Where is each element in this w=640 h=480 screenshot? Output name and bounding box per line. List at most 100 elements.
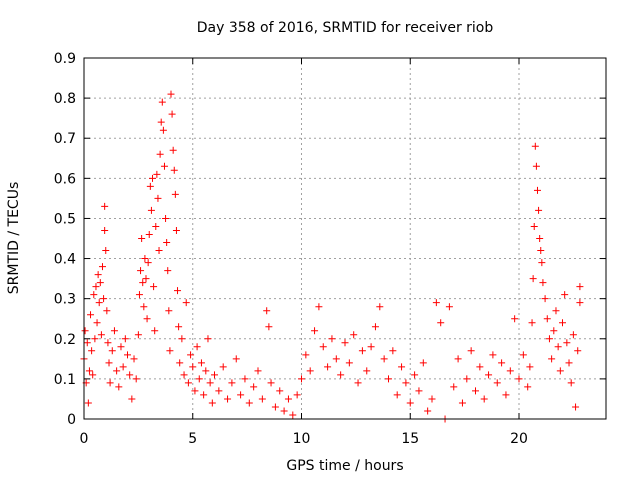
data-point xyxy=(315,303,323,311)
data-point xyxy=(132,375,140,383)
data-point xyxy=(398,363,406,371)
data-point xyxy=(143,315,151,323)
grid-lines xyxy=(84,58,606,419)
data-point xyxy=(113,367,121,375)
data-point xyxy=(511,315,519,323)
data-point xyxy=(276,387,284,395)
data-point xyxy=(134,331,142,339)
data-point xyxy=(467,347,475,355)
data-point xyxy=(363,367,371,375)
data-point xyxy=(258,395,266,403)
data-point xyxy=(158,98,166,106)
data-point xyxy=(142,275,150,283)
data-point xyxy=(145,230,153,238)
data-point xyxy=(532,162,540,170)
data-point xyxy=(437,319,445,327)
data-point xyxy=(428,395,436,403)
data-point xyxy=(543,315,551,323)
data-point xyxy=(154,194,162,202)
data-point xyxy=(526,363,534,371)
data-point xyxy=(232,355,240,363)
data-point xyxy=(541,295,549,303)
data-point xyxy=(476,363,484,371)
data-point xyxy=(94,271,102,279)
y-tick-label: 0.2 xyxy=(54,332,76,348)
data-point xyxy=(202,367,210,375)
data-point xyxy=(531,142,539,150)
data-points xyxy=(80,90,584,423)
chart-title: Day 358 of 2016, SRMTID for receiver rio… xyxy=(197,20,494,36)
data-point xyxy=(530,222,538,230)
x-tick-label: 0 xyxy=(80,431,89,447)
data-point xyxy=(515,375,523,383)
data-point xyxy=(182,299,190,307)
data-point xyxy=(367,343,375,351)
y-tick-label: 0.1 xyxy=(54,372,76,388)
data-point xyxy=(96,279,104,287)
data-point xyxy=(574,347,582,355)
data-point xyxy=(554,343,562,351)
y-tick-label: 0.3 xyxy=(54,292,76,308)
data-point xyxy=(83,339,91,347)
data-point xyxy=(371,323,379,331)
data-point xyxy=(121,335,129,343)
data-point xyxy=(130,355,138,363)
data-point xyxy=(119,363,127,371)
data-point xyxy=(95,299,103,307)
data-point xyxy=(354,379,362,387)
data-point xyxy=(493,379,501,387)
data-point xyxy=(224,395,232,403)
data-point xyxy=(306,367,314,375)
data-point xyxy=(126,371,134,379)
data-point xyxy=(332,355,340,363)
data-point xyxy=(93,319,101,327)
data-point xyxy=(432,299,440,307)
data-point xyxy=(104,339,112,347)
data-point xyxy=(402,379,410,387)
data-point xyxy=(506,367,514,375)
data-point xyxy=(548,355,556,363)
data-point xyxy=(144,259,152,267)
data-point xyxy=(454,355,462,363)
data-point xyxy=(102,247,110,255)
data-point xyxy=(528,319,536,327)
data-point xyxy=(561,291,569,299)
data-point xyxy=(524,383,532,391)
data-point xyxy=(193,343,201,351)
data-point xyxy=(98,263,106,271)
data-point xyxy=(89,371,97,379)
x-axis-label: GPS time / hours xyxy=(286,458,403,474)
data-point xyxy=(124,351,131,359)
data-point xyxy=(250,383,258,391)
data-point xyxy=(350,331,358,339)
data-point xyxy=(567,379,575,387)
data-point xyxy=(195,375,203,383)
data-point xyxy=(263,307,271,315)
data-point xyxy=(156,150,164,158)
data-point xyxy=(91,335,99,343)
y-tick-label: 0.7 xyxy=(54,131,76,147)
data-point xyxy=(178,335,186,343)
data-point xyxy=(88,347,96,355)
data-point xyxy=(411,371,419,379)
data-point xyxy=(108,347,116,355)
data-point xyxy=(458,399,466,407)
data-point xyxy=(498,359,506,367)
data-point xyxy=(406,399,414,407)
data-point xyxy=(81,327,89,335)
data-point xyxy=(106,379,114,387)
data-point xyxy=(485,371,493,379)
data-point xyxy=(175,323,183,331)
data-point xyxy=(189,363,197,371)
data-point xyxy=(254,367,262,375)
data-point xyxy=(319,343,327,351)
plot-frame xyxy=(83,57,607,420)
data-point xyxy=(533,186,541,194)
data-point xyxy=(345,359,353,367)
data-point xyxy=(174,287,182,295)
data-point xyxy=(289,411,297,419)
data-point xyxy=(168,110,176,118)
data-point xyxy=(569,331,577,339)
data-point xyxy=(146,182,154,190)
